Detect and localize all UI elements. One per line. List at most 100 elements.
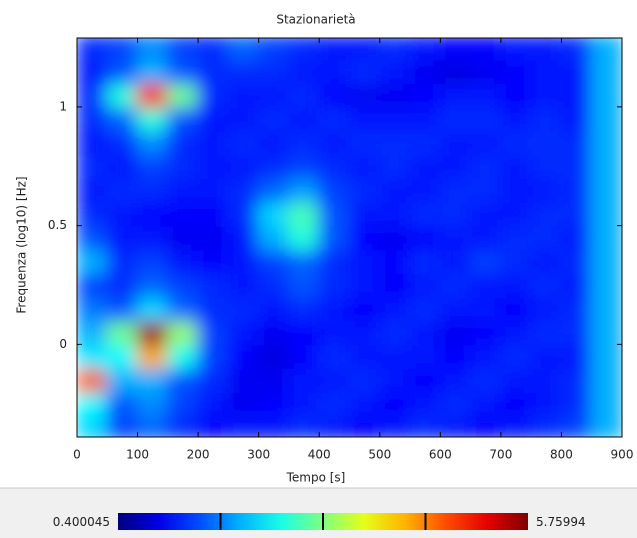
heat-cell [348, 129, 381, 156]
heat-cell [469, 224, 502, 251]
heat-cell [499, 414, 533, 437]
heat-cell [136, 295, 169, 322]
heat-cell [560, 153, 593, 180]
x-tick-label: 400 [308, 448, 331, 462]
heat-cell [106, 319, 139, 346]
heat-cell [348, 105, 381, 132]
heat-cell [287, 414, 321, 437]
heat-cell [166, 177, 200, 203]
heat-cell [530, 295, 563, 322]
heat-cell [287, 224, 321, 251]
heat-cell [409, 224, 442, 251]
heat-cell [409, 248, 442, 275]
heat-cell [166, 82, 200, 108]
heat-cell [257, 38, 290, 61]
heat-cell [318, 82, 351, 108]
heat-cell [318, 58, 351, 85]
heat-cell [318, 105, 351, 132]
heatmap-cells [77, 38, 622, 437]
heat-cell [439, 200, 472, 227]
heat-cell [439, 295, 472, 322]
heat-cell [197, 319, 230, 346]
heat-cell [257, 177, 290, 203]
heat-cell [77, 82, 109, 108]
heat-cell [257, 390, 290, 417]
heat-cell [136, 367, 169, 393]
heat-cell [166, 414, 200, 437]
heat-cell [499, 200, 533, 227]
heat-cell [318, 129, 351, 156]
heat-cell [439, 319, 472, 346]
heat-cell [560, 200, 593, 227]
heat-cell [590, 367, 622, 393]
heat-cell [469, 129, 502, 156]
heat-cell [530, 82, 563, 108]
heat-cell [136, 390, 169, 417]
heat-cell [590, 200, 622, 227]
heat-cell [77, 414, 109, 437]
heat-cell [257, 295, 290, 322]
heat-cell [590, 38, 622, 61]
heat-cell [590, 248, 622, 275]
heat-cell [166, 58, 200, 85]
heat-cell [318, 295, 351, 322]
heat-cell [530, 248, 563, 275]
heat-cell [530, 272, 563, 298]
heat-cell [499, 105, 533, 132]
heat-cell [348, 319, 381, 346]
heat-cell [197, 38, 230, 61]
heat-cell [530, 367, 563, 393]
heat-cell [469, 343, 502, 370]
heat-cell [166, 319, 200, 346]
heat-cell [560, 58, 593, 85]
heat-cell [348, 58, 381, 85]
heat-cell [318, 367, 351, 393]
heat-cell [166, 224, 200, 251]
heat-cell [136, 272, 169, 298]
heat-cell [318, 153, 351, 180]
heat-cell [560, 295, 593, 322]
heat-cell [590, 319, 622, 346]
heat-cell [530, 177, 563, 203]
heat-cell [197, 58, 230, 85]
x-tick-label: 500 [368, 448, 391, 462]
heat-cell [348, 343, 381, 370]
heat-cell [348, 367, 381, 393]
heat-cell [77, 319, 109, 346]
heat-cell [77, 295, 109, 322]
heat-cell [409, 319, 442, 346]
heat-cell [257, 105, 290, 132]
colorbar: 0.400045 5.75994 [53, 513, 586, 530]
heat-cell [530, 319, 563, 346]
heat-cell [439, 272, 472, 298]
heat-cell [499, 224, 533, 251]
heat-cell [77, 129, 109, 156]
heat-cell [378, 58, 412, 85]
heat-cell [318, 248, 351, 275]
heat-cell [348, 38, 381, 61]
heat-cell [106, 38, 139, 61]
heat-cell [318, 390, 351, 417]
heat-cell [469, 414, 502, 437]
heat-cell [106, 414, 139, 437]
heat-cell [287, 82, 321, 108]
heat-cell [166, 200, 200, 227]
heat-cell [77, 224, 109, 251]
heat-cell [348, 153, 381, 180]
heat-cell [287, 248, 321, 275]
heat-cell [439, 82, 472, 108]
heat-cell [378, 82, 412, 108]
heat-cell [227, 58, 260, 85]
heat-cell [348, 200, 381, 227]
heat-cell [318, 224, 351, 251]
heat-cell [257, 224, 290, 251]
heat-cell [348, 248, 381, 275]
heat-cell [136, 38, 169, 61]
heat-cell [106, 177, 139, 203]
heat-cell [439, 105, 472, 132]
heat-cell [318, 414, 351, 437]
x-tick-label: 300 [247, 448, 270, 462]
heat-cell [318, 38, 351, 61]
heat-cell [560, 177, 593, 203]
heat-cell [287, 105, 321, 132]
